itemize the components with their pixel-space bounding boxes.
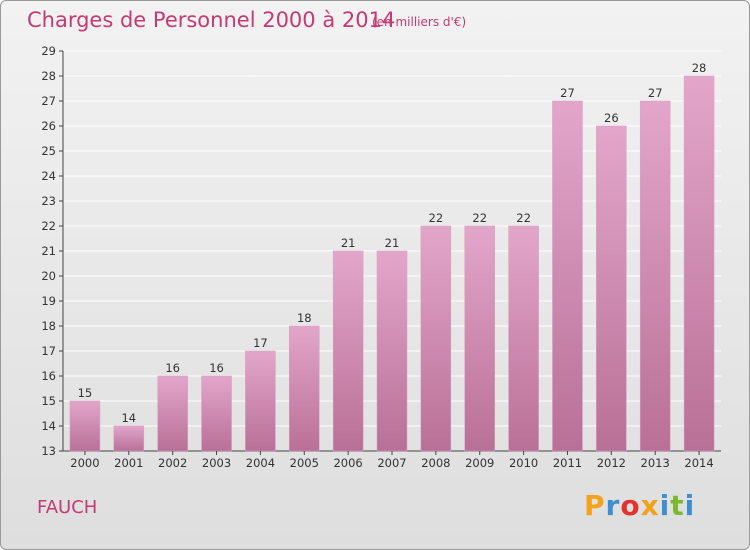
bar <box>683 75 715 452</box>
bar <box>201 375 232 452</box>
x-tick-label: 2014 <box>684 456 713 470</box>
logo-letter: x <box>640 489 660 522</box>
bar <box>113 425 145 452</box>
bar <box>508 225 539 452</box>
x-tick-label: 2002 <box>158 456 187 470</box>
y-tick-label: 18 <box>41 319 56 333</box>
bar <box>639 100 671 452</box>
bar <box>420 225 452 452</box>
y-tick-label: 27 <box>41 94 56 108</box>
y-tick-label: 26 <box>41 119 56 133</box>
bar <box>332 250 364 452</box>
y-tick-label: 16 <box>41 369 56 383</box>
x-tick-label: 2011 <box>553 456 582 470</box>
x-tick-label: 2009 <box>465 456 494 470</box>
bar <box>552 100 583 452</box>
x-tick-label: 2000 <box>70 456 99 470</box>
x-tick-label: 2010 <box>509 456 538 470</box>
logo-letter: t <box>670 489 685 522</box>
y-tick-label: 29 <box>41 44 56 58</box>
y-tick-label: 15 <box>41 394 56 408</box>
data-label: 18 <box>297 311 312 325</box>
y-tick-label: 21 <box>41 244 56 258</box>
data-label: 21 <box>385 236 400 250</box>
data-label: 27 <box>560 86 575 100</box>
x-tick-label: 2006 <box>333 456 362 470</box>
y-tick-label: 28 <box>41 69 56 83</box>
data-label: 27 <box>648 86 663 100</box>
data-label: 22 <box>472 211 487 225</box>
data-label: 16 <box>209 361 224 375</box>
y-tick-label: 24 <box>41 169 56 183</box>
data-label: 22 <box>516 211 531 225</box>
x-tick-label: 2004 <box>246 456 275 470</box>
commune-name: FAUCH <box>37 497 98 518</box>
chart-subtitle: (en milliers d'€) <box>372 15 467 29</box>
y-tick-label: 19 <box>41 294 56 308</box>
data-label: 26 <box>604 111 619 125</box>
y-tick-label: 25 <box>41 144 56 158</box>
bar <box>464 225 495 452</box>
logo-letter: P <box>584 489 606 522</box>
bar <box>289 325 320 452</box>
data-label: 16 <box>165 361 180 375</box>
x-tick-label: 2008 <box>421 456 450 470</box>
x-tick-label: 2001 <box>114 456 143 470</box>
y-tick-label: 20 <box>41 269 56 283</box>
proxiti-logo: Proxiti <box>584 489 695 522</box>
x-tick-label: 2005 <box>290 456 319 470</box>
y-tick-label: 23 <box>41 194 56 208</box>
data-label: 22 <box>429 211 444 225</box>
data-label: 14 <box>121 411 136 425</box>
logo-letter: r <box>605 489 621 522</box>
bar <box>596 125 627 452</box>
y-tick-label: 22 <box>41 219 56 233</box>
logo-letter: i <box>684 489 696 522</box>
logo-letter: o <box>620 489 641 522</box>
logo-letter: i <box>659 489 671 522</box>
data-label: 17 <box>253 336 268 350</box>
data-label: 21 <box>341 236 356 250</box>
x-tick-label: 2012 <box>597 456 626 470</box>
x-tick-label: 2013 <box>641 456 670 470</box>
data-label: 28 <box>692 61 707 75</box>
x-tick-label: 2007 <box>377 456 406 470</box>
bar <box>157 375 188 452</box>
bar <box>245 350 276 452</box>
bar <box>69 400 101 452</box>
y-tick-label: 14 <box>41 419 56 433</box>
y-tick-label: 13 <box>41 444 56 458</box>
chart-title: Charges de Personnel 2000 à 2014 <box>27 8 396 32</box>
bar <box>376 250 408 452</box>
y-tick-label: 17 <box>41 344 56 358</box>
x-tick-label: 2003 <box>202 456 231 470</box>
data-label: 15 <box>78 386 93 400</box>
